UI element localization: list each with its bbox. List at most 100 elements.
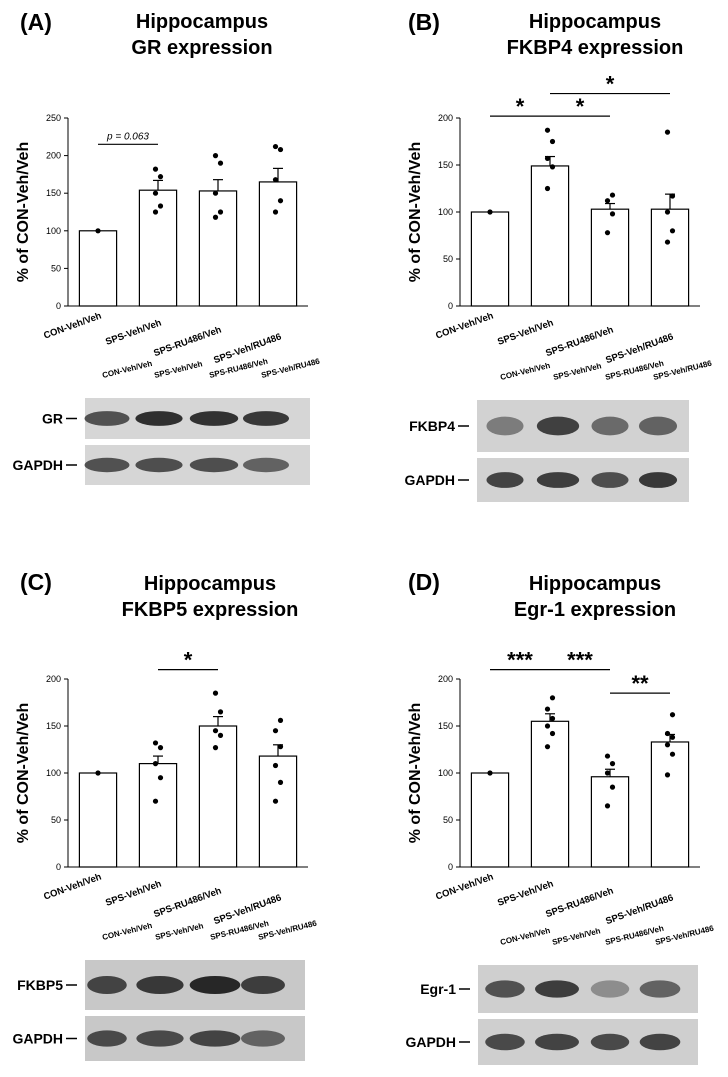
y-tick-label: 150: [46, 721, 61, 731]
data-point: [277, 744, 284, 750]
significance-label: ***: [507, 648, 533, 673]
data-point: [669, 734, 676, 740]
x-category-label: CON-Veh/Veh: [434, 310, 495, 341]
data-point: [609, 192, 616, 198]
blot-lane-label: CON-Veh/Veh: [101, 359, 153, 380]
significance-label: *: [576, 94, 585, 119]
data-point: [272, 762, 279, 769]
data-point: [664, 209, 671, 215]
blot-band: [87, 976, 127, 994]
blot-row-label: GR: [42, 411, 63, 427]
blot-band: [638, 416, 678, 436]
y-tick-label: 0: [56, 862, 61, 872]
bar: [590, 208, 630, 307]
data-point: [277, 198, 284, 204]
y-tick-label: 50: [443, 254, 453, 264]
y-tick-label: 50: [443, 815, 453, 825]
blot-band: [485, 980, 525, 998]
blot-band: [84, 457, 130, 473]
chart-title-line-1: Hippocampus: [529, 573, 661, 595]
blot-row-label: GAPDH: [12, 1031, 63, 1047]
data-point: [544, 127, 551, 133]
data-point: [152, 166, 159, 172]
data-point: [549, 164, 556, 170]
chart-title-line-2: Egr-1 expression: [514, 599, 676, 621]
blot-band: [485, 1033, 525, 1051]
data-point: [217, 732, 224, 739]
y-tick-label: 50: [51, 815, 61, 825]
data-point: [272, 177, 279, 183]
x-category-label: SPS-Veh/Veh: [104, 317, 163, 347]
bar: [78, 772, 118, 868]
blot-band: [535, 980, 579, 998]
chart-title-line-2: FKBP4 expression: [507, 37, 684, 59]
blot-band: [84, 411, 130, 426]
y-tick-label: 0: [448, 862, 453, 872]
data-point: [212, 214, 219, 220]
blot-band: [590, 980, 630, 998]
y-axis-label: % of CON-Veh/Veh: [15, 703, 32, 843]
blot-band: [486, 472, 524, 488]
blot-band: [591, 472, 629, 488]
data-point: [669, 193, 676, 199]
bar: [78, 230, 118, 307]
significance-label: *: [606, 72, 615, 97]
data-point: [604, 753, 611, 759]
bar: [138, 762, 178, 868]
significance-label: **: [631, 671, 649, 696]
x-category-label: SPS-Veh/Veh: [496, 317, 555, 347]
data-point: [212, 153, 219, 159]
panel-label: (C): [20, 569, 52, 595]
blot-band: [136, 1030, 184, 1047]
blot-band: [242, 411, 290, 426]
y-tick-label: 100: [46, 768, 61, 778]
blot-band: [241, 1030, 285, 1047]
bar: [470, 211, 510, 307]
bar: [590, 776, 630, 868]
y-tick-label: 200: [438, 113, 453, 123]
data-point: [272, 143, 279, 150]
panel-3: (C) Hippocampus FKBP5 expression % of CON-V…: [12, 569, 318, 1061]
data-point: [549, 138, 556, 145]
x-category-label: SPS-Veh/RU486: [604, 892, 675, 927]
blot-lane-label: SPS-Veh/Veh: [153, 359, 203, 380]
western-blot: CON-Veh/Veh SPS-Veh/Veh SPS-RU486/VehSPS-V…: [405, 924, 715, 1065]
blot-band: [136, 976, 184, 994]
data-point: [669, 751, 676, 757]
data-point: [604, 198, 611, 204]
blot-band: [536, 416, 580, 436]
blot-band: [241, 976, 285, 994]
bar: [198, 725, 238, 868]
x-category-label: CON-Veh/Veh: [42, 310, 103, 341]
data-point: [609, 761, 616, 767]
y-tick-label: 200: [46, 151, 61, 161]
data-point: [212, 690, 219, 696]
data-point: [669, 712, 676, 718]
chart-title-line-1: Hippocampus: [136, 11, 268, 33]
data-point: [664, 730, 671, 737]
data-point: [157, 203, 164, 209]
blot-band: [189, 457, 239, 473]
blot-lane-label: CON-Veh/Veh: [499, 361, 551, 382]
data-point: [544, 723, 551, 729]
blot-lane-label: CON-Veh/Veh: [101, 921, 153, 942]
data-point: [664, 129, 671, 135]
x-category-label: SPS-Veh/RU486: [212, 892, 283, 927]
data-point: [217, 709, 224, 715]
p-value-label: p = 0.063: [106, 131, 149, 142]
data-point: [487, 770, 493, 776]
blot-band: [135, 457, 183, 473]
panel-label: (B): [408, 9, 440, 35]
bar: [470, 772, 510, 868]
y-tick-label: 150: [438, 160, 453, 170]
blot-band: [536, 472, 580, 488]
data-point: [157, 775, 164, 781]
panel-label: (D): [408, 569, 440, 595]
data-point: [549, 730, 556, 737]
blot-lane-label: SPS-Veh/Veh: [551, 926, 601, 947]
blot-row-label: Egr-1: [420, 981, 456, 997]
data-point: [152, 209, 159, 215]
data-point: [604, 230, 611, 236]
chart-title-line-2: FKBP5 expression: [122, 599, 299, 621]
y-tick-label: 100: [438, 207, 453, 217]
